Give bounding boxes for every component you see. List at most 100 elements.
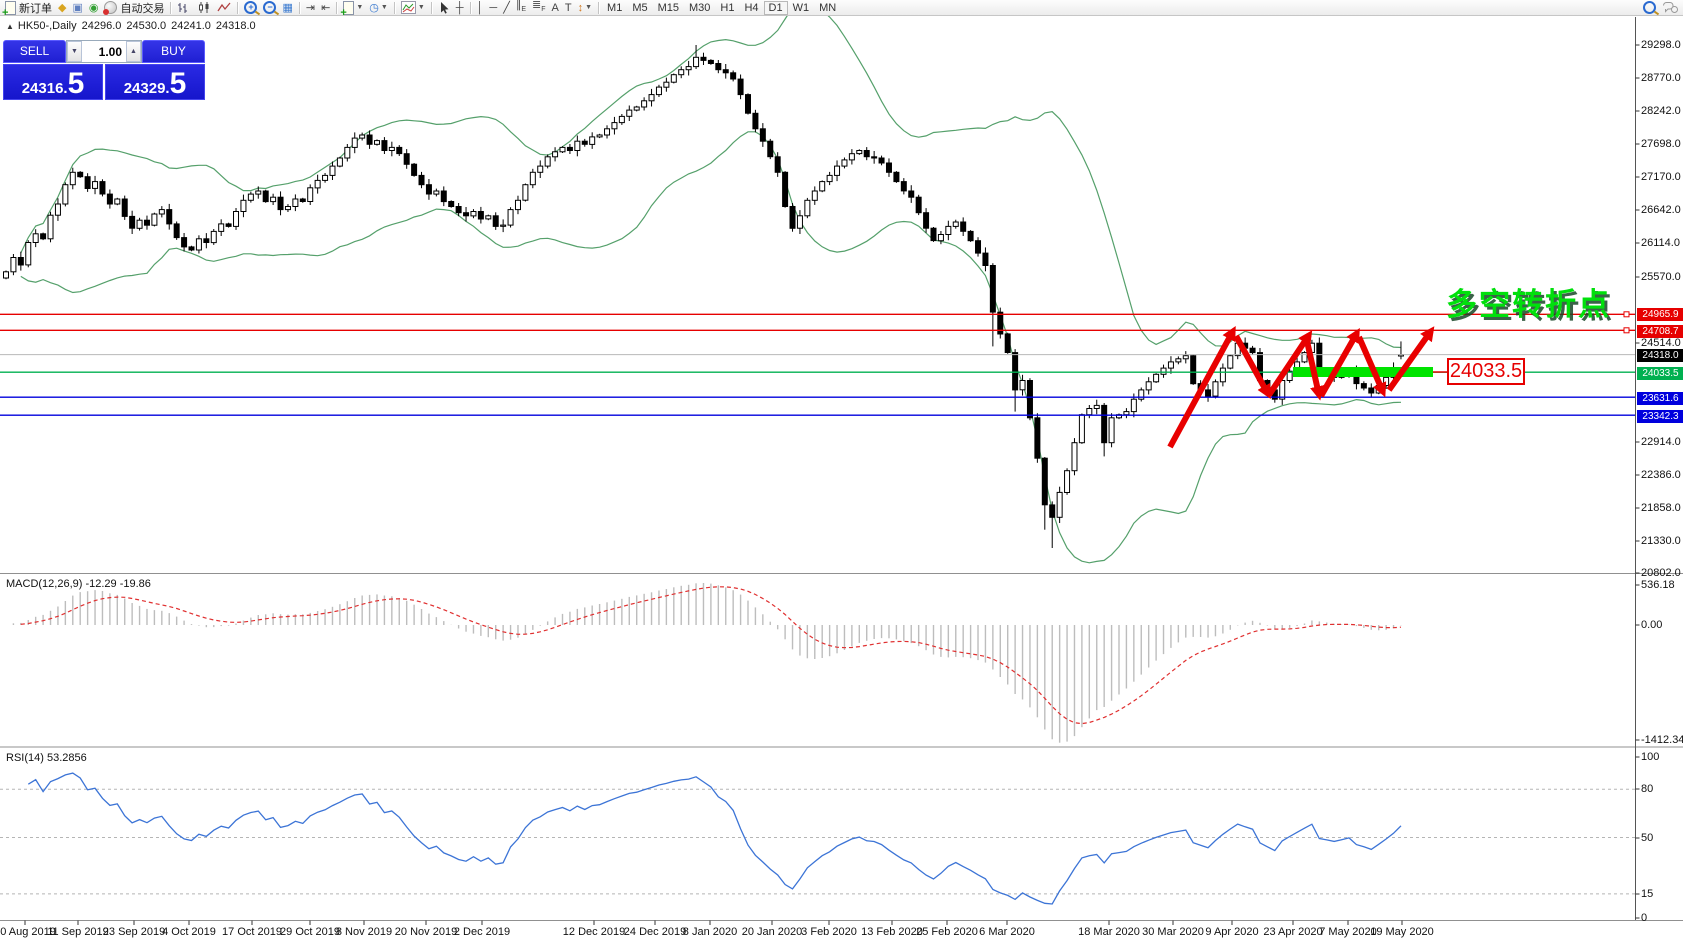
price-tag: 23342.3 [1637, 409, 1683, 423]
sell-price-display[interactable]: 24316. 5 [3, 64, 103, 100]
date-tick-label: 30 Mar 2020 [1142, 926, 1204, 938]
trendline-icon[interactable]: ╱ [503, 1, 510, 14]
horizontal-line-icon[interactable]: ─ [489, 1, 498, 14]
price-tick-label: 20802.0 [1641, 567, 1681, 579]
date-tick-label: 23 Sep 2019 [102, 926, 166, 938]
price-tick-label: 27170.0 [1641, 171, 1681, 183]
date-tick-label: 12 Dec 2019 [562, 926, 626, 938]
chat-icon[interactable] [1659, 1, 1681, 15]
ohlc-low: 24241.0 [171, 20, 211, 32]
date-tick-label: 7 May 2020 [1319, 926, 1377, 938]
date-tick-label: 18 Mar 2020 [1078, 926, 1140, 938]
line-chart-icon[interactable] [214, 1, 234, 15]
magnifier-icon: + [244, 1, 258, 14]
timeframe-m5[interactable]: M5 [632, 1, 648, 14]
timeframe-h1[interactable]: H1 [720, 1, 735, 14]
volume-decrease-button[interactable]: ▼ [67, 41, 82, 62]
price-tick-label: 28770.0 [1641, 72, 1681, 84]
price-tick-label: 25570.0 [1641, 271, 1681, 283]
price-tag: 24318.0 [1637, 348, 1683, 362]
new-order-button[interactable]: 新订单 [2, 0, 55, 19]
date-tick-label: 8 Jan 2020 [682, 926, 738, 938]
chart-period-icon[interactable]: ◷ ▼ [369, 1, 388, 14]
date-tick-label: 6 Mar 2020 [979, 926, 1035, 938]
price-tick-label: 21858.0 [1641, 502, 1681, 514]
buy-price: 24329. [123, 80, 170, 97]
bollinger-lower-band [20, 131, 1402, 564]
date-tick-label: 2 Dec 2019 [453, 926, 511, 938]
indicator-tick-label: 536.18 [1641, 579, 1675, 591]
date-tick-label: 20 Nov 2019 [394, 926, 458, 938]
price-tag: 24033.5 [1637, 366, 1683, 380]
indicators-icon[interactable]: ▼ [398, 1, 428, 15]
level-price-box[interactable]: 24033.5 [1447, 358, 1525, 385]
trend-arrow[interactable] [1356, 335, 1387, 398]
new-chart-icon[interactable]: ▼ [340, 0, 366, 19]
date-tick-label: 9 Apr 2020 [1205, 926, 1259, 938]
timeframe-d1[interactable]: D1 [763, 0, 788, 15]
auto-scroll-icon[interactable]: ⇥ [305, 1, 316, 14]
toolbar-separator [170, 1, 172, 14]
sell-button[interactable]: SELL [3, 40, 66, 63]
toolbar-separator [298, 1, 300, 14]
auto-trading-button[interactable]: 自动交易 [101, 1, 167, 15]
indicator-tick-label: 0.00 [1641, 619, 1663, 631]
arrow-tools-icon[interactable]: ↕ ▼ [577, 1, 593, 14]
price-tick-label: 28242.0 [1641, 105, 1681, 117]
window-list-icon[interactable]: ▣ [72, 1, 83, 14]
trend-arrow[interactable] [1167, 325, 1236, 449]
trend-arrow[interactable] [1386, 326, 1435, 392]
vertical-line-icon[interactable]: │ [476, 1, 484, 14]
zoom-in-icon[interactable]: + [241, 1, 260, 15]
indicator-tick-label: 100 [1641, 751, 1660, 763]
trend-arrow[interactable] [1233, 334, 1271, 400]
trend-arrow[interactable] [1266, 330, 1313, 397]
indicator-tick-label: 80 [1641, 783, 1654, 795]
text-icon[interactable]: A [551, 1, 559, 14]
equidistant-channel-icon[interactable]: ∥E [515, 0, 527, 14]
market-watch-icon[interactable]: ◆ [58, 1, 67, 14]
text-label-icon[interactable]: T [564, 1, 572, 14]
zoom-out-icon[interactable]: − [260, 1, 279, 15]
indicator-tick-label: -1412.34 [1641, 734, 1683, 746]
volume-input[interactable] [82, 41, 126, 62]
support-zone[interactable] [1293, 367, 1433, 377]
buy-button[interactable]: BUY [142, 40, 205, 63]
search-icon[interactable] [1640, 1, 1659, 15]
signal-icon[interactable]: ◉ [88, 1, 99, 14]
date-tick-label: 11 Sep 2019 [47, 926, 109, 938]
toolbar-separator [469, 1, 471, 14]
trend-arrow[interactable] [1304, 340, 1325, 401]
rsi-line [27, 772, 1402, 905]
timeframe-mn[interactable]: MN [819, 1, 837, 14]
date-tick-label: 3 Feb 2020 [801, 926, 857, 938]
tile-windows-icon[interactable]: ▦ [282, 1, 293, 14]
sell-price-big-digit: 5 [67, 67, 85, 100]
document-plus-icon [2, 0, 16, 19]
volume-increase-button[interactable]: ▲ [126, 41, 141, 62]
timeframe-m30[interactable]: M30 [689, 1, 711, 14]
chart-shift-icon[interactable]: ⇤ [321, 1, 331, 14]
indicator-tick-label: 15 [1641, 888, 1654, 900]
symbol-name: HK50-,Daily [17, 20, 77, 32]
cursor-icon[interactable] [435, 1, 453, 15]
ohlc-open: 24296.0 [81, 20, 122, 32]
buy-price-display[interactable]: 24329. 5 [105, 64, 205, 100]
toolbar-separator [393, 1, 395, 14]
timeframe-h4[interactable]: H4 [744, 1, 759, 14]
trend-arrow[interactable] [1318, 327, 1360, 398]
timeframe-m15[interactable]: M15 [657, 1, 679, 14]
timeframe-w1[interactable]: W1 [792, 1, 810, 14]
indicator-tick-label: 0 [1641, 912, 1648, 924]
timeframe-m1[interactable]: M1 [607, 1, 623, 14]
turning-point-annotation[interactable]: 多空转折点 [1446, 287, 1611, 322]
crosshair-icon[interactable]: ┼ [455, 1, 464, 14]
bar-chart-icon[interactable] [174, 1, 194, 15]
fibonacci-icon[interactable]: ≣F [532, 0, 546, 14]
collapse-icon[interactable]: ▲ [6, 22, 14, 31]
toolbar-separator [336, 1, 338, 14]
symbol-info[interactable]: ▲ HK50-,Daily 24296.0 24530.0 24241.0 24318.0 [6, 20, 261, 32]
candlestick-chart-icon[interactable] [194, 1, 214, 15]
price-tag: 23631.6 [1637, 391, 1683, 405]
